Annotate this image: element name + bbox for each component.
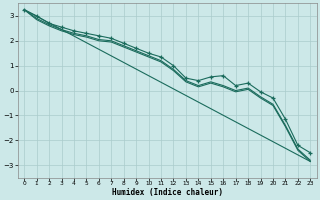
X-axis label: Humidex (Indice chaleur): Humidex (Indice chaleur) bbox=[112, 188, 223, 197]
